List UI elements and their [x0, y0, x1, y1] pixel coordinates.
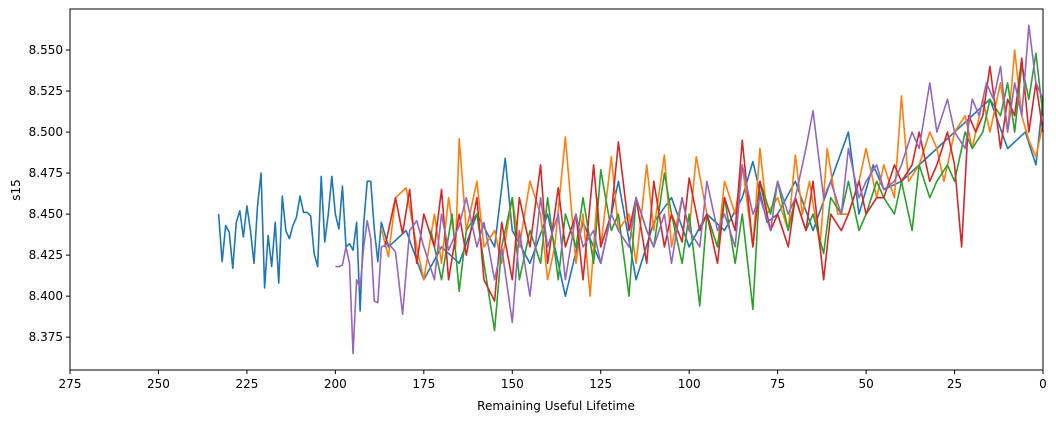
- x-tick-label: 25: [947, 377, 962, 391]
- series-line-3: [430, 52, 1044, 332]
- series-line-1: [217, 98, 1044, 312]
- y-tick-label: 8.500: [29, 125, 63, 139]
- y-tick-label: 8.375: [29, 330, 63, 344]
- y-axis-title: s15: [9, 179, 23, 201]
- series-line-5: [335, 24, 1044, 355]
- x-tick-label: 200: [324, 377, 347, 391]
- x-tick-label: 75: [770, 377, 785, 391]
- y-tick-label: 8.550: [29, 43, 63, 57]
- x-tick-label: 50: [858, 377, 873, 391]
- y-axis-ticks: 8.375 8.400 8.425 8.450 8.475 8.500 8.525 8.550: [29, 43, 70, 344]
- x-tick-label: 100: [678, 377, 701, 391]
- y-tick-label: 8.400: [29, 289, 63, 303]
- x-tick-label: 250: [147, 377, 170, 391]
- x-tick-label: 150: [501, 377, 524, 391]
- x-axis-ticks: 275 250 225 200 175 150 125 100 75 50 25 0: [59, 370, 1047, 391]
- y-tick-label: 8.450: [29, 207, 63, 221]
- x-tick-label: 225: [235, 377, 258, 391]
- x-tick-label: 125: [589, 377, 612, 391]
- x-tick-label: 275: [59, 377, 82, 391]
- y-tick-label: 8.525: [29, 84, 63, 98]
- y-tick-label: 8.475: [29, 166, 63, 180]
- y-tick-label: 8.425: [29, 248, 63, 262]
- series-layer: [217, 24, 1044, 355]
- x-tick-label: 175: [412, 377, 435, 391]
- x-tick-label: 0: [1039, 377, 1047, 391]
- plot-frame: [69, 8, 1044, 371]
- x-axis-title: Remaining Useful Lifetime: [477, 399, 635, 413]
- series-line-4: [384, 57, 1044, 302]
